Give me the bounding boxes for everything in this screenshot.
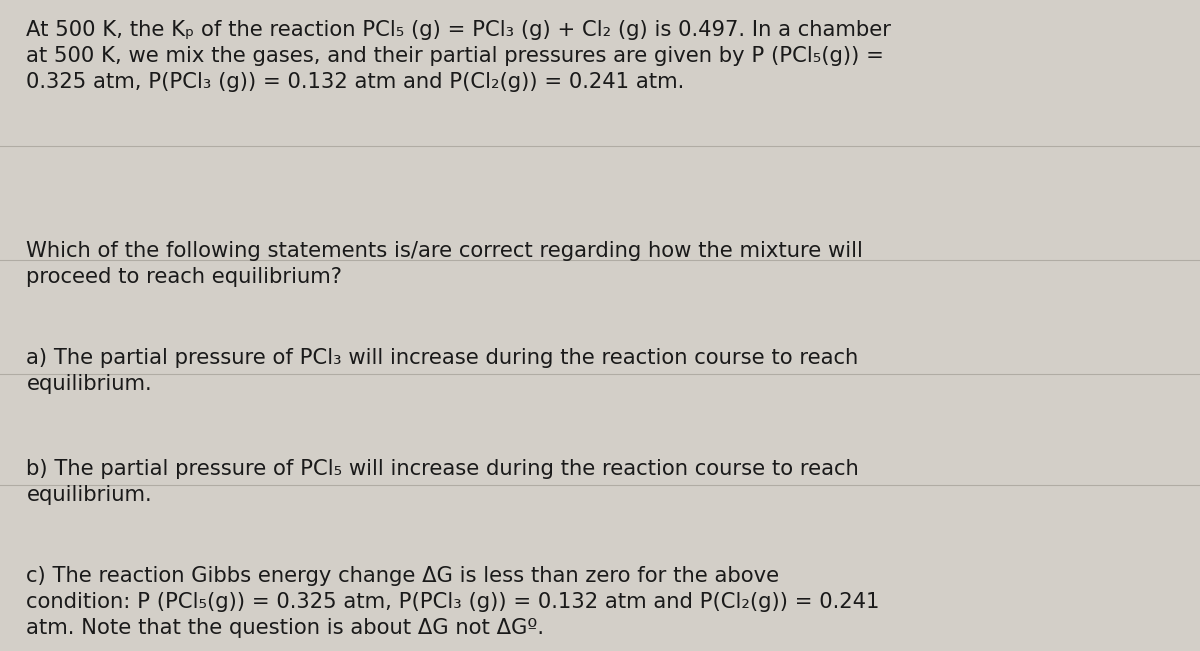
Bar xyxy=(0,374,1200,485)
Bar xyxy=(0,485,1200,651)
Text: equilibrium.: equilibrium. xyxy=(26,485,152,505)
Text: a) The partial pressure of PCl₃ will increase during the reaction course to reac: a) The partial pressure of PCl₃ will inc… xyxy=(26,348,859,368)
Text: b) The partial pressure of PCl₅ will increase during the reaction course to reac: b) The partial pressure of PCl₅ will inc… xyxy=(26,459,859,479)
Text: At 500 K, the Kₚ of the reaction PCl₅ (g) = PCl₃ (g) + Cl₂ (g) is 0.497. In a ch: At 500 K, the Kₚ of the reaction PCl₅ (g… xyxy=(26,20,892,40)
Text: 0.325 atm, P(PCl₃ (g)) = 0.132 atm and P(Cl₂(g)) = 0.241 atm.: 0.325 atm, P(PCl₃ (g)) = 0.132 atm and P… xyxy=(26,72,685,92)
Text: c) The reaction Gibbs energy change ΔG is less than zero for the above: c) The reaction Gibbs energy change ΔG i… xyxy=(26,566,780,587)
Text: equilibrium.: equilibrium. xyxy=(26,374,152,395)
Bar xyxy=(0,260,1200,374)
Bar xyxy=(0,146,1200,260)
Text: at 500 K, we mix the gases, and their partial pressures are given by P (PCl₅(g)): at 500 K, we mix the gases, and their pa… xyxy=(26,46,884,66)
Text: condition: P (PCl₅(g)) = 0.325 atm, P(PCl₃ (g)) = 0.132 atm and P(Cl₂(g)) = 0.24: condition: P (PCl₅(g)) = 0.325 atm, P(PC… xyxy=(26,592,880,613)
Text: proceed to reach equilibrium?: proceed to reach equilibrium? xyxy=(26,267,342,287)
Bar xyxy=(0,20,1200,146)
Text: atm. Note that the question is about ΔG not ΔGº.: atm. Note that the question is about ΔG … xyxy=(26,618,545,639)
Text: Which of the following statements is/are correct regarding how the mixture will: Which of the following statements is/are… xyxy=(26,241,863,261)
